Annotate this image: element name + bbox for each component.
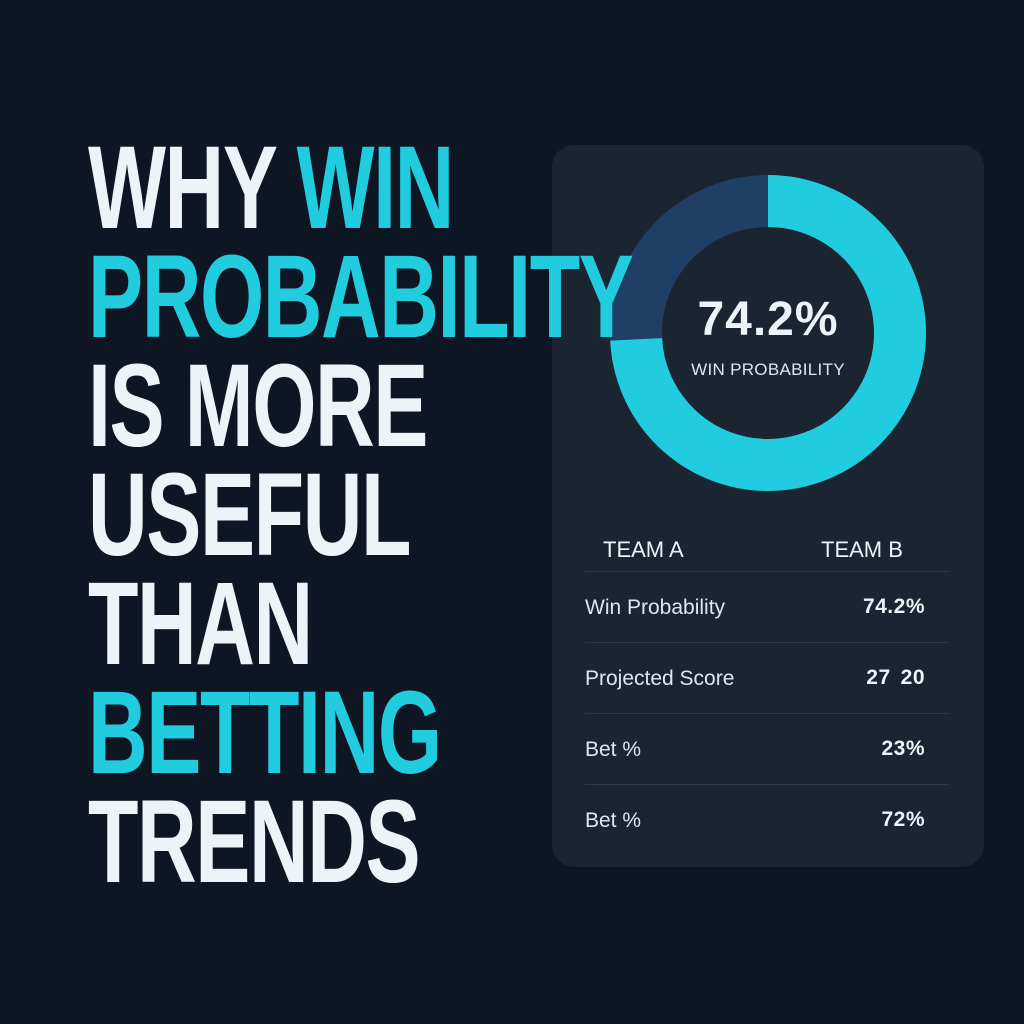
headline-word: WHY [88,122,297,254]
headline-line-4: USEFUL [88,449,411,581]
donut-caption: WIN PROBABILITY [691,360,845,379]
headline-line-2: PROBABILITY [88,231,634,363]
row-value-cell: 74.2% [862,595,925,618]
headline-line-7: TRENDS [88,776,421,908]
headline-line-6: BETTING [88,667,442,799]
row-value-cell: 72% [881,808,925,831]
table-row: Bet % 72% [585,785,949,855]
table-header: TEAM A TEAM B [585,528,949,572]
stats-card [552,145,984,867]
row-value: 23% [881,737,925,761]
headline-line-3: IS MORE [88,340,428,472]
row-value: 72% [881,808,925,832]
row-label: Bet % [585,809,642,832]
row-value-cell: 23% [881,737,925,760]
win-probability-donut: 74.2% WIN PROBABILITY [610,175,926,491]
donut-center: 74.2% WIN PROBABILITY [610,175,926,491]
table-row: Projected Score 27 20 [585,643,949,714]
row-label: Bet % [585,738,642,761]
row-value: 74.2% [863,595,925,619]
donut-segment-win [610,175,926,491]
row-value-cell-team-b: 20 [900,666,925,689]
headline: WHY WIN PROBABILITY IS MORE USEFUL THAN … [88,129,634,908]
stats-table: TEAM A TEAM B Win Probability 74.2% Proj… [585,528,949,855]
table-row: Win Probability 74.2% [585,572,949,643]
row-label: Projected Score [585,667,735,690]
headline-line-5: THAN [88,558,313,690]
header-team-a: TEAM A [603,537,684,562]
row-value-cell-team-a: 27 [866,666,891,689]
headline-line-1: WHY WIN [88,129,632,247]
row-value: 27 20 [866,666,925,690]
donut-value: 74.2% [697,293,839,346]
donut-chart [610,175,926,491]
table-row: Bet % 23% [585,714,949,785]
header-team-b: TEAM B [821,537,903,562]
row-label: Win Probability [585,596,726,619]
headline-word-accent: WIN [296,122,455,254]
